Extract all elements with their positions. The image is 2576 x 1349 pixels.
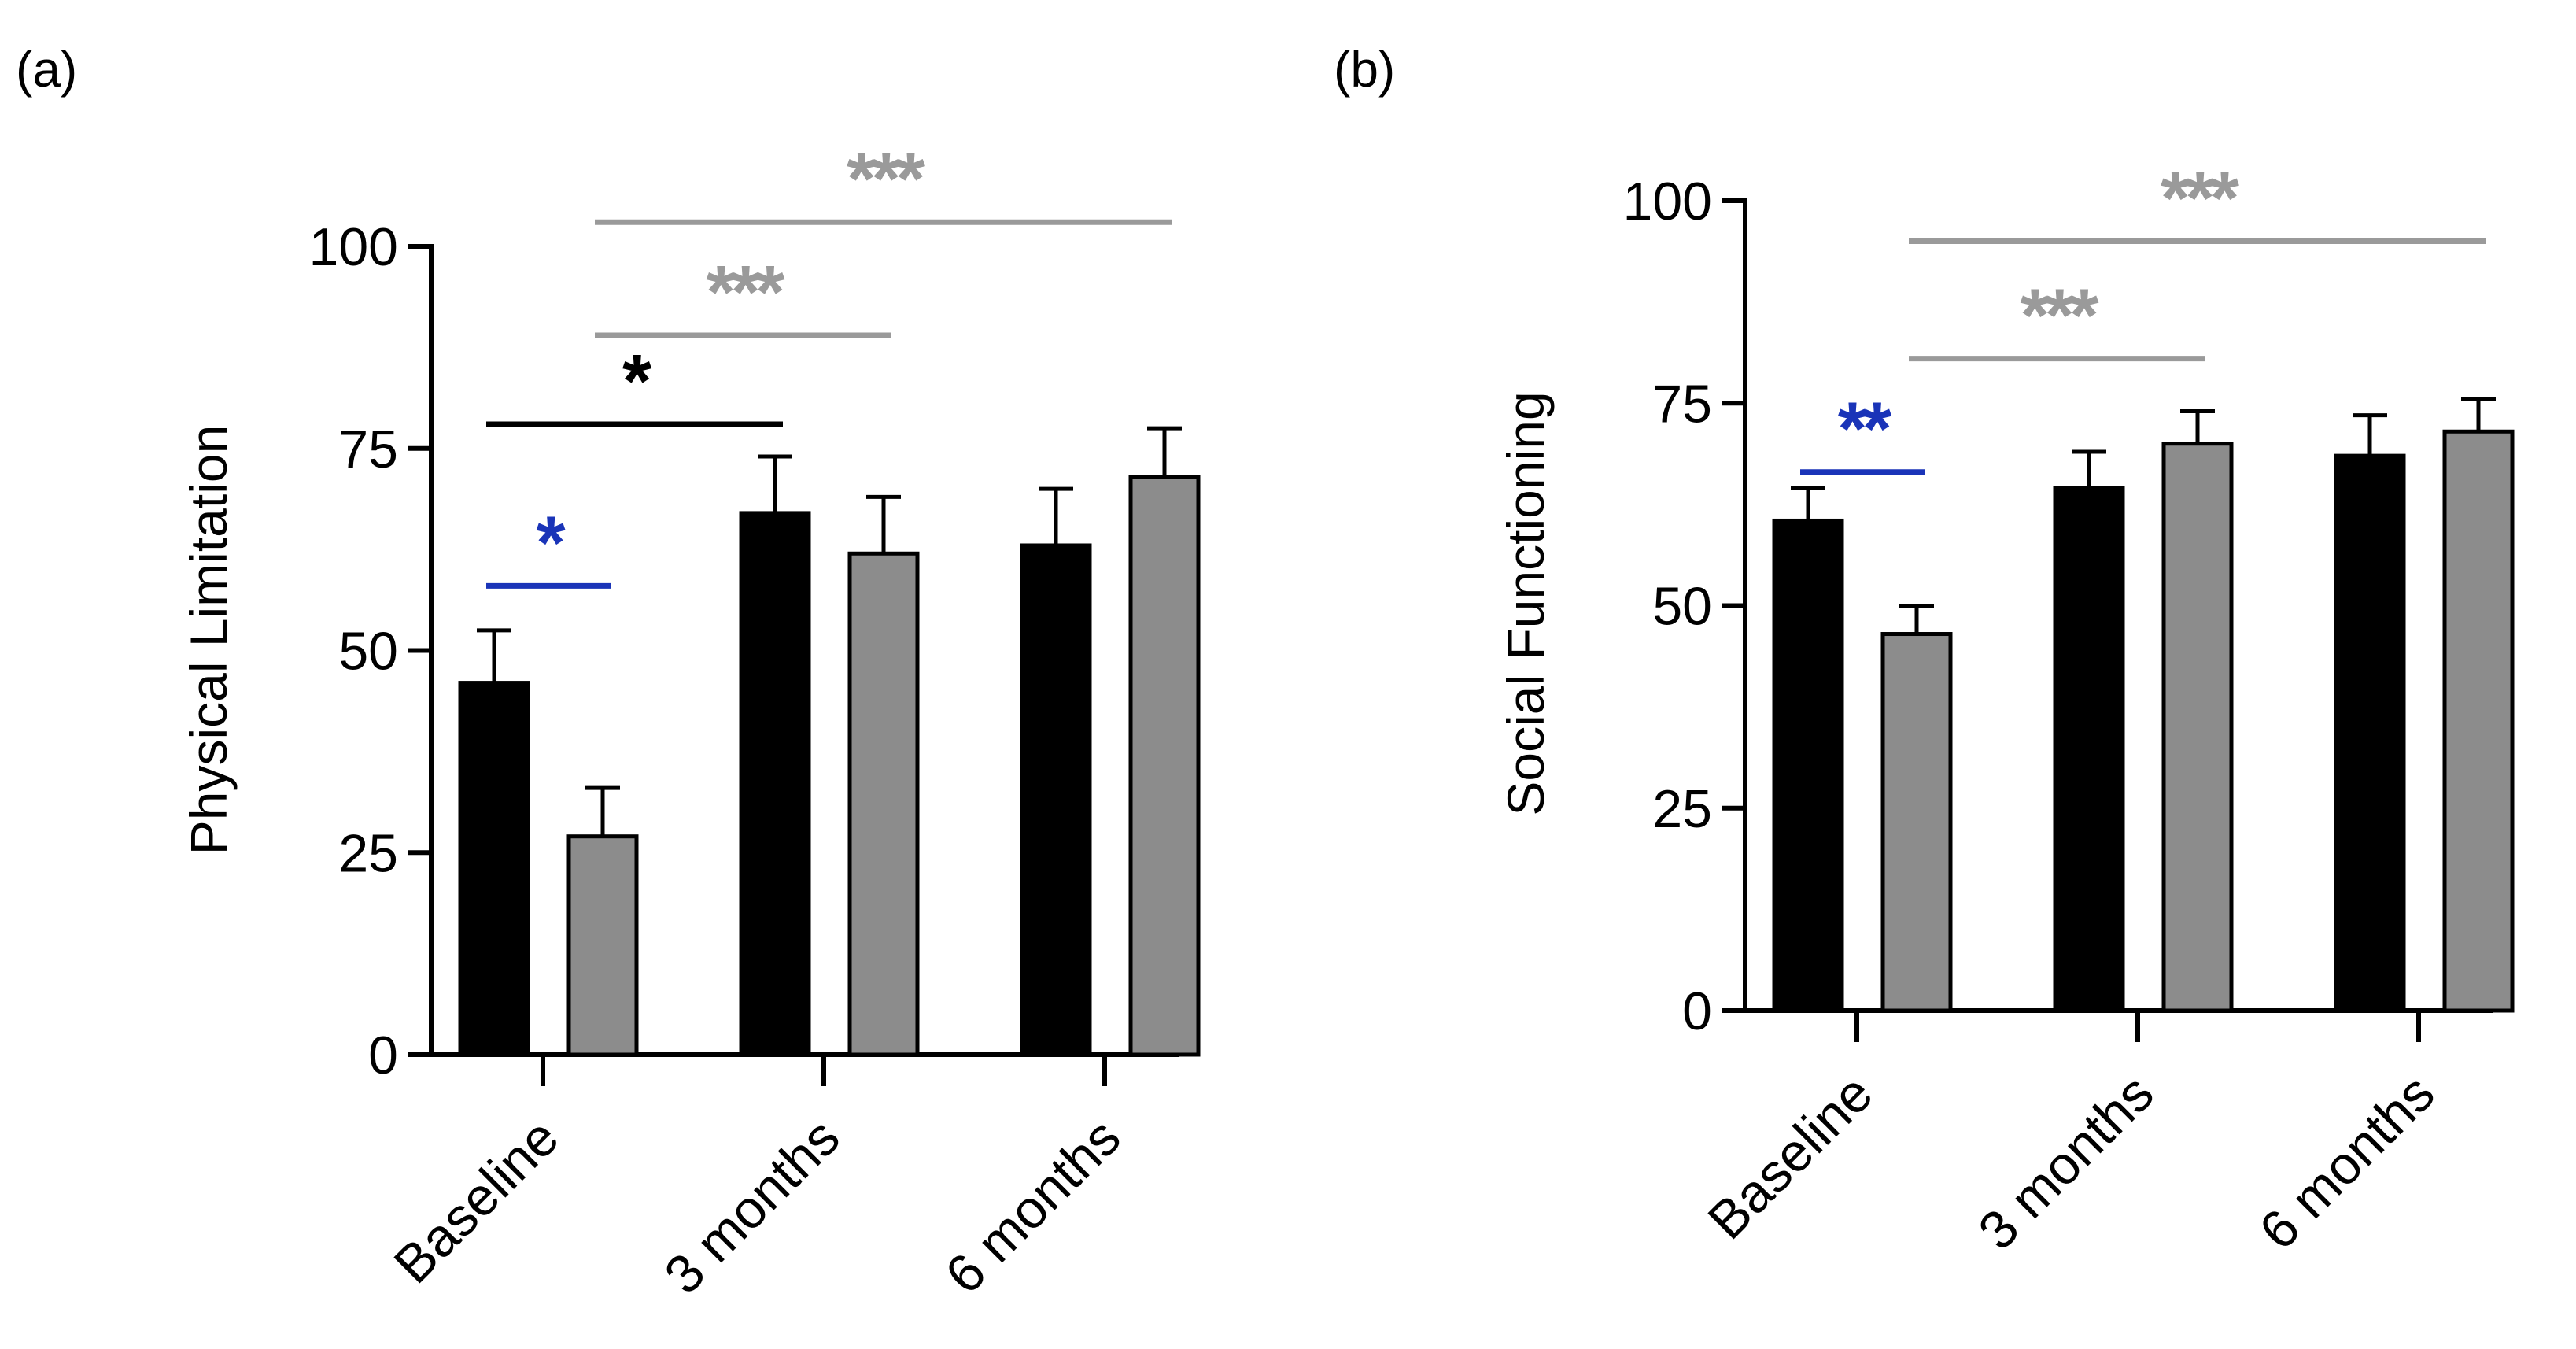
panel-b: (b) Social Functioning 0 25 50 75 100 Baseli…: [1334, 41, 2515, 1262]
panel-a: (a) Physical Limitation 0 25 50 75 100 Basel…: [16, 41, 1201, 1306]
panel-a-y-ticks: 0 25 50 75 100: [309, 217, 431, 1085]
panel-b-ytick-label-4: 100: [1623, 172, 1712, 231]
panel-b-bar-0-2: [2334, 453, 2406, 1013]
panel-b-x-ticks: Baseline 3 months 6 months: [1696, 1011, 2446, 1262]
panel-b-sig-label-0: **: [1838, 387, 1892, 471]
panel-b-ytick-label-1: 25: [1652, 779, 1712, 839]
panel-a-significance: ********: [486, 137, 1172, 589]
panel-a-y-axis-label: Physical Limitation: [179, 425, 238, 856]
panel-a-x-ticks: Baseline 3 months 6 months: [382, 1055, 1132, 1306]
panel-b-bar-0-1: [2053, 486, 2125, 1013]
panel-a-label: (a): [16, 41, 77, 98]
panel-a-ytick-label-3: 75: [338, 419, 398, 479]
panel-b-xtick-label-1: 3 months: [1967, 1063, 2165, 1262]
panel-b-y-ticks: 0 25 50 75 100: [1623, 172, 1745, 1041]
panel-b-bar-1-1: [2161, 442, 2234, 1013]
panel-a-xtick-label-0: Baseline: [382, 1107, 570, 1295]
panel-b-y-axis-label: Social Functioning: [1497, 391, 1555, 815]
panel-a-bars: [458, 426, 1201, 1057]
panel-b-bar-1-0: [1880, 632, 1953, 1013]
panel-b-xtick-label-2: 6 months: [2248, 1063, 2446, 1262]
panel-b-sig-label-2: ***: [2161, 156, 2240, 240]
panel-a-sig-label-2: ***: [706, 250, 785, 334]
panel-a-ytick-label-2: 50: [338, 622, 398, 682]
panel-a-xtick-label-1: 3 months: [653, 1107, 851, 1306]
panel-a-bar-0-2: [1020, 543, 1092, 1057]
panel-b-ytick-label-0: 0: [1682, 981, 1712, 1041]
panel-a-bar-0-0: [458, 681, 530, 1057]
panel-a-bar-1-0: [566, 834, 639, 1057]
panel-a-bar-1-1: [847, 551, 920, 1057]
panel-b-label: (b): [1334, 41, 1395, 98]
panel-a-ytick-label-4: 100: [309, 217, 398, 277]
panel-b-bars: [1772, 397, 2515, 1013]
panel-a-bar-1-2: [1128, 475, 1201, 1057]
panel-a-bar-0-1: [739, 511, 811, 1057]
panel-b-bar-0-0: [1772, 518, 1844, 1013]
panel-a-ytick-label-0: 0: [368, 1026, 398, 1085]
panel-b-ytick-label-3: 75: [1652, 374, 1712, 434]
panel-a-xtick-label-2: 6 months: [934, 1107, 1132, 1306]
panel-b-significance: ********: [1800, 156, 2486, 475]
panel-b-bar-1-2: [2442, 429, 2515, 1013]
panel-a-sig-label-0: *: [536, 501, 566, 585]
panel-b-sig-label-1: ***: [2020, 274, 2099, 358]
panel-b-xtick-label-0: Baseline: [1696, 1063, 1884, 1251]
panel-a-sig-label-1: *: [622, 339, 652, 423]
panel-b-ytick-label-2: 50: [1652, 577, 1712, 637]
panel-a-ytick-label-1: 25: [338, 823, 398, 883]
panel-a-sig-label-3: ***: [847, 137, 926, 221]
